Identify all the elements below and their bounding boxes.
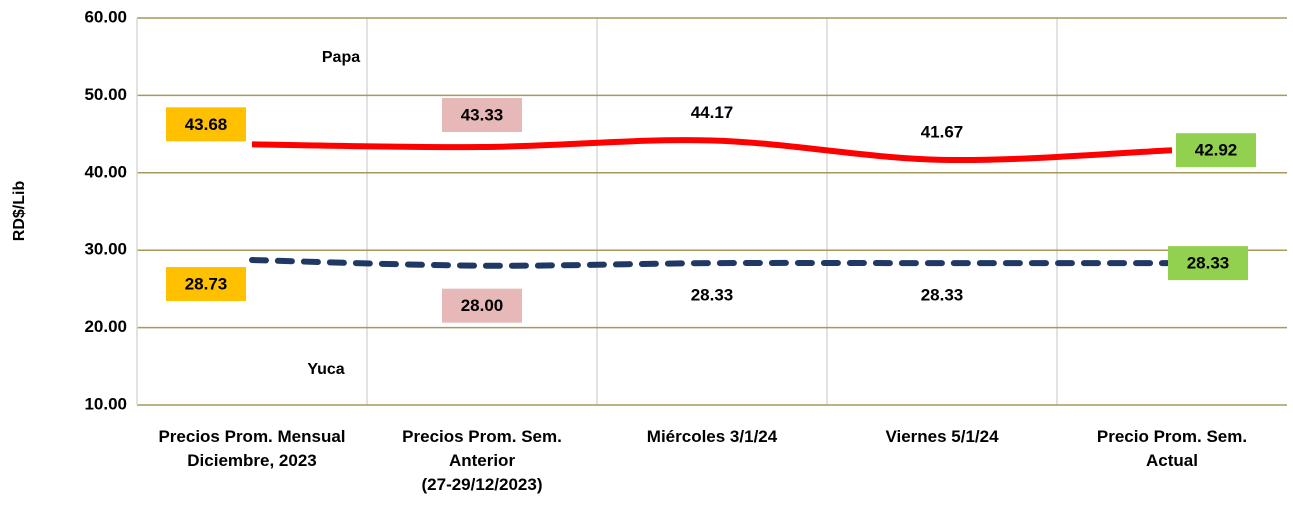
data-label-box: [442, 288, 522, 323]
x-tick-label: Precios Prom. Sem. Anterior (27-29/12/2023…: [402, 427, 562, 494]
data-label-box: [1168, 246, 1248, 281]
x-tick-label: Viernes 5/1/24: [885, 427, 999, 446]
x-tick-label: Precio Prom. Sem. Actual: [1097, 427, 1247, 470]
data-label-box: [166, 267, 246, 302]
data-label: 28.73: [185, 275, 228, 294]
series-name: Papa: [322, 49, 360, 66]
data-label: 28.33: [921, 286, 964, 305]
y-tick-label: 60.00: [84, 7, 127, 26]
x-tick-label: Miércoles 3/1/24: [647, 427, 778, 446]
data-label: 44.17: [691, 103, 734, 122]
data-label: 28.00: [461, 296, 504, 315]
data-label-box: [442, 98, 522, 133]
data-label-box: [1176, 133, 1256, 168]
data-label-box: [166, 107, 246, 142]
y-tick-label: 30.00: [84, 240, 127, 259]
y-tick-label: 10.00: [84, 394, 127, 413]
data-label: 41.67: [921, 122, 964, 141]
series-line: [251, 137, 1173, 164]
data-label: 28.33: [1187, 254, 1230, 273]
series-name: Yuca: [307, 361, 344, 378]
series-line: [249, 257, 1175, 269]
y-tick-label: 50.00: [84, 85, 127, 104]
data-label: 43.68: [185, 115, 228, 134]
y-axis-title: RD$/Lib: [11, 181, 28, 242]
data-label: 43.33: [461, 106, 504, 125]
y-tick-label: 40.00: [84, 162, 127, 181]
y-tick-label: 20.00: [84, 317, 127, 336]
data-label: 42.92: [1195, 141, 1238, 160]
x-tick-label: Precios Prom. Mensual Diciembre, 2023: [158, 427, 345, 470]
data-label: 28.33: [691, 286, 734, 305]
